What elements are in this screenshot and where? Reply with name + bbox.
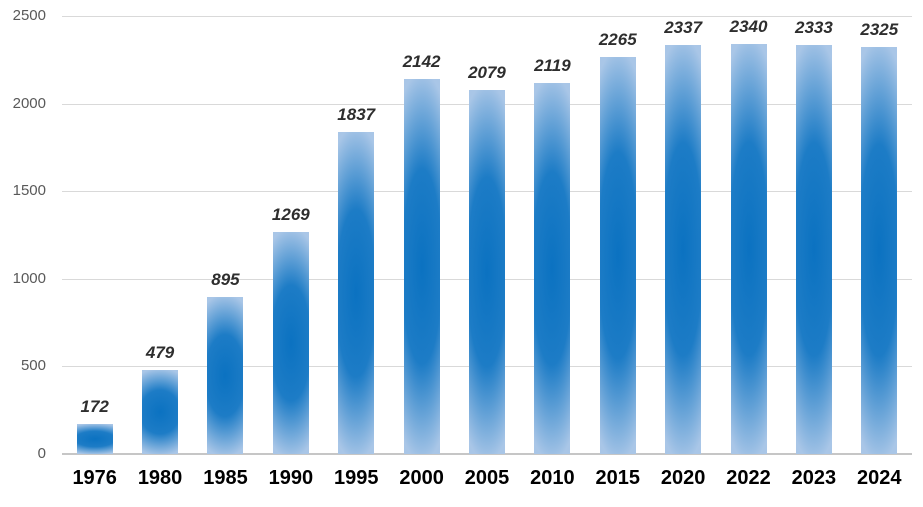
bar-slot: 2325 (847, 0, 912, 454)
bar-value-label: 172 (80, 396, 109, 416)
bar-value-label: 2265 (598, 30, 637, 50)
bar (403, 78, 440, 454)
bar-value-label: 2119 (534, 55, 571, 75)
bar-slot: 2265 (585, 0, 650, 454)
y-axis-tick-label: 500 (20, 357, 46, 375)
bar-value-label: 2079 (468, 62, 506, 82)
x-axis-tick-label: 1995 (333, 467, 379, 489)
bar-slot: 172 (62, 0, 127, 454)
x-axis-tick-label: 2023 (791, 467, 837, 489)
bar (338, 132, 375, 454)
bar-value-label: 895 (211, 270, 240, 290)
bar-value-label: 2325 (860, 19, 899, 39)
bar-slot: 2119 (520, 0, 585, 454)
x-axis-tick-label: 2020 (660, 467, 706, 489)
y-axis-tick-label: 2000 (12, 94, 46, 112)
bar-value-label: 2142 (402, 51, 441, 71)
x-axis-tick-label: 1976 (72, 467, 117, 489)
bar-slot: 2079 (454, 0, 519, 454)
x-axis-tick-label: 1990 (268, 467, 314, 489)
x-axis-line (62, 453, 912, 455)
x-axis-tick-label: 2000 (399, 467, 444, 489)
bar (665, 44, 702, 454)
y-axis-tick-label: 1500 (12, 182, 46, 200)
bar-value-label: 1837 (337, 105, 376, 125)
x-axis-tick-label: 2005 (464, 467, 510, 489)
bar (730, 44, 767, 454)
x-axis-tick-label: 2015 (595, 467, 641, 489)
bar (76, 423, 113, 454)
bar-slot: 1837 (324, 0, 389, 454)
bar (272, 231, 309, 454)
x-axis-tick-label: 2022 (726, 467, 771, 489)
bar-value-label: 2337 (664, 17, 703, 37)
gridline (62, 16, 912, 17)
x-axis-tick-label: 1985 (203, 467, 248, 489)
bar-value-label: 1269 (271, 204, 310, 224)
bar-slot: 2340 (716, 0, 781, 454)
bar-slot: 2337 (650, 0, 715, 454)
bar (142, 370, 179, 454)
bar (795, 45, 832, 454)
bar (534, 82, 571, 454)
bar-slot: 895 (193, 0, 258, 454)
bar (468, 89, 505, 454)
y-axis-tick-label: 2500 (12, 7, 46, 24)
bar-value-label: 2333 (794, 18, 833, 38)
bar (861, 46, 898, 454)
bar-slot: 1269 (258, 0, 323, 454)
x-axis-tick-label: 1980 (137, 467, 183, 489)
bar (207, 297, 244, 454)
x-axis-tick-label: 2024 (857, 467, 902, 489)
bar-value-label: 479 (145, 343, 175, 363)
bar-slot: 2333 (781, 0, 846, 454)
bar (599, 57, 636, 454)
y-axis-tick-label: 1000 (12, 269, 46, 287)
bar-slot: 2142 (389, 0, 454, 454)
y-axis-tick-label: 0 (37, 445, 46, 462)
bar-slot: 479 (127, 0, 192, 454)
bar-value-label: 2340 (729, 17, 768, 37)
x-axis-tick-label: 2010 (530, 467, 575, 489)
